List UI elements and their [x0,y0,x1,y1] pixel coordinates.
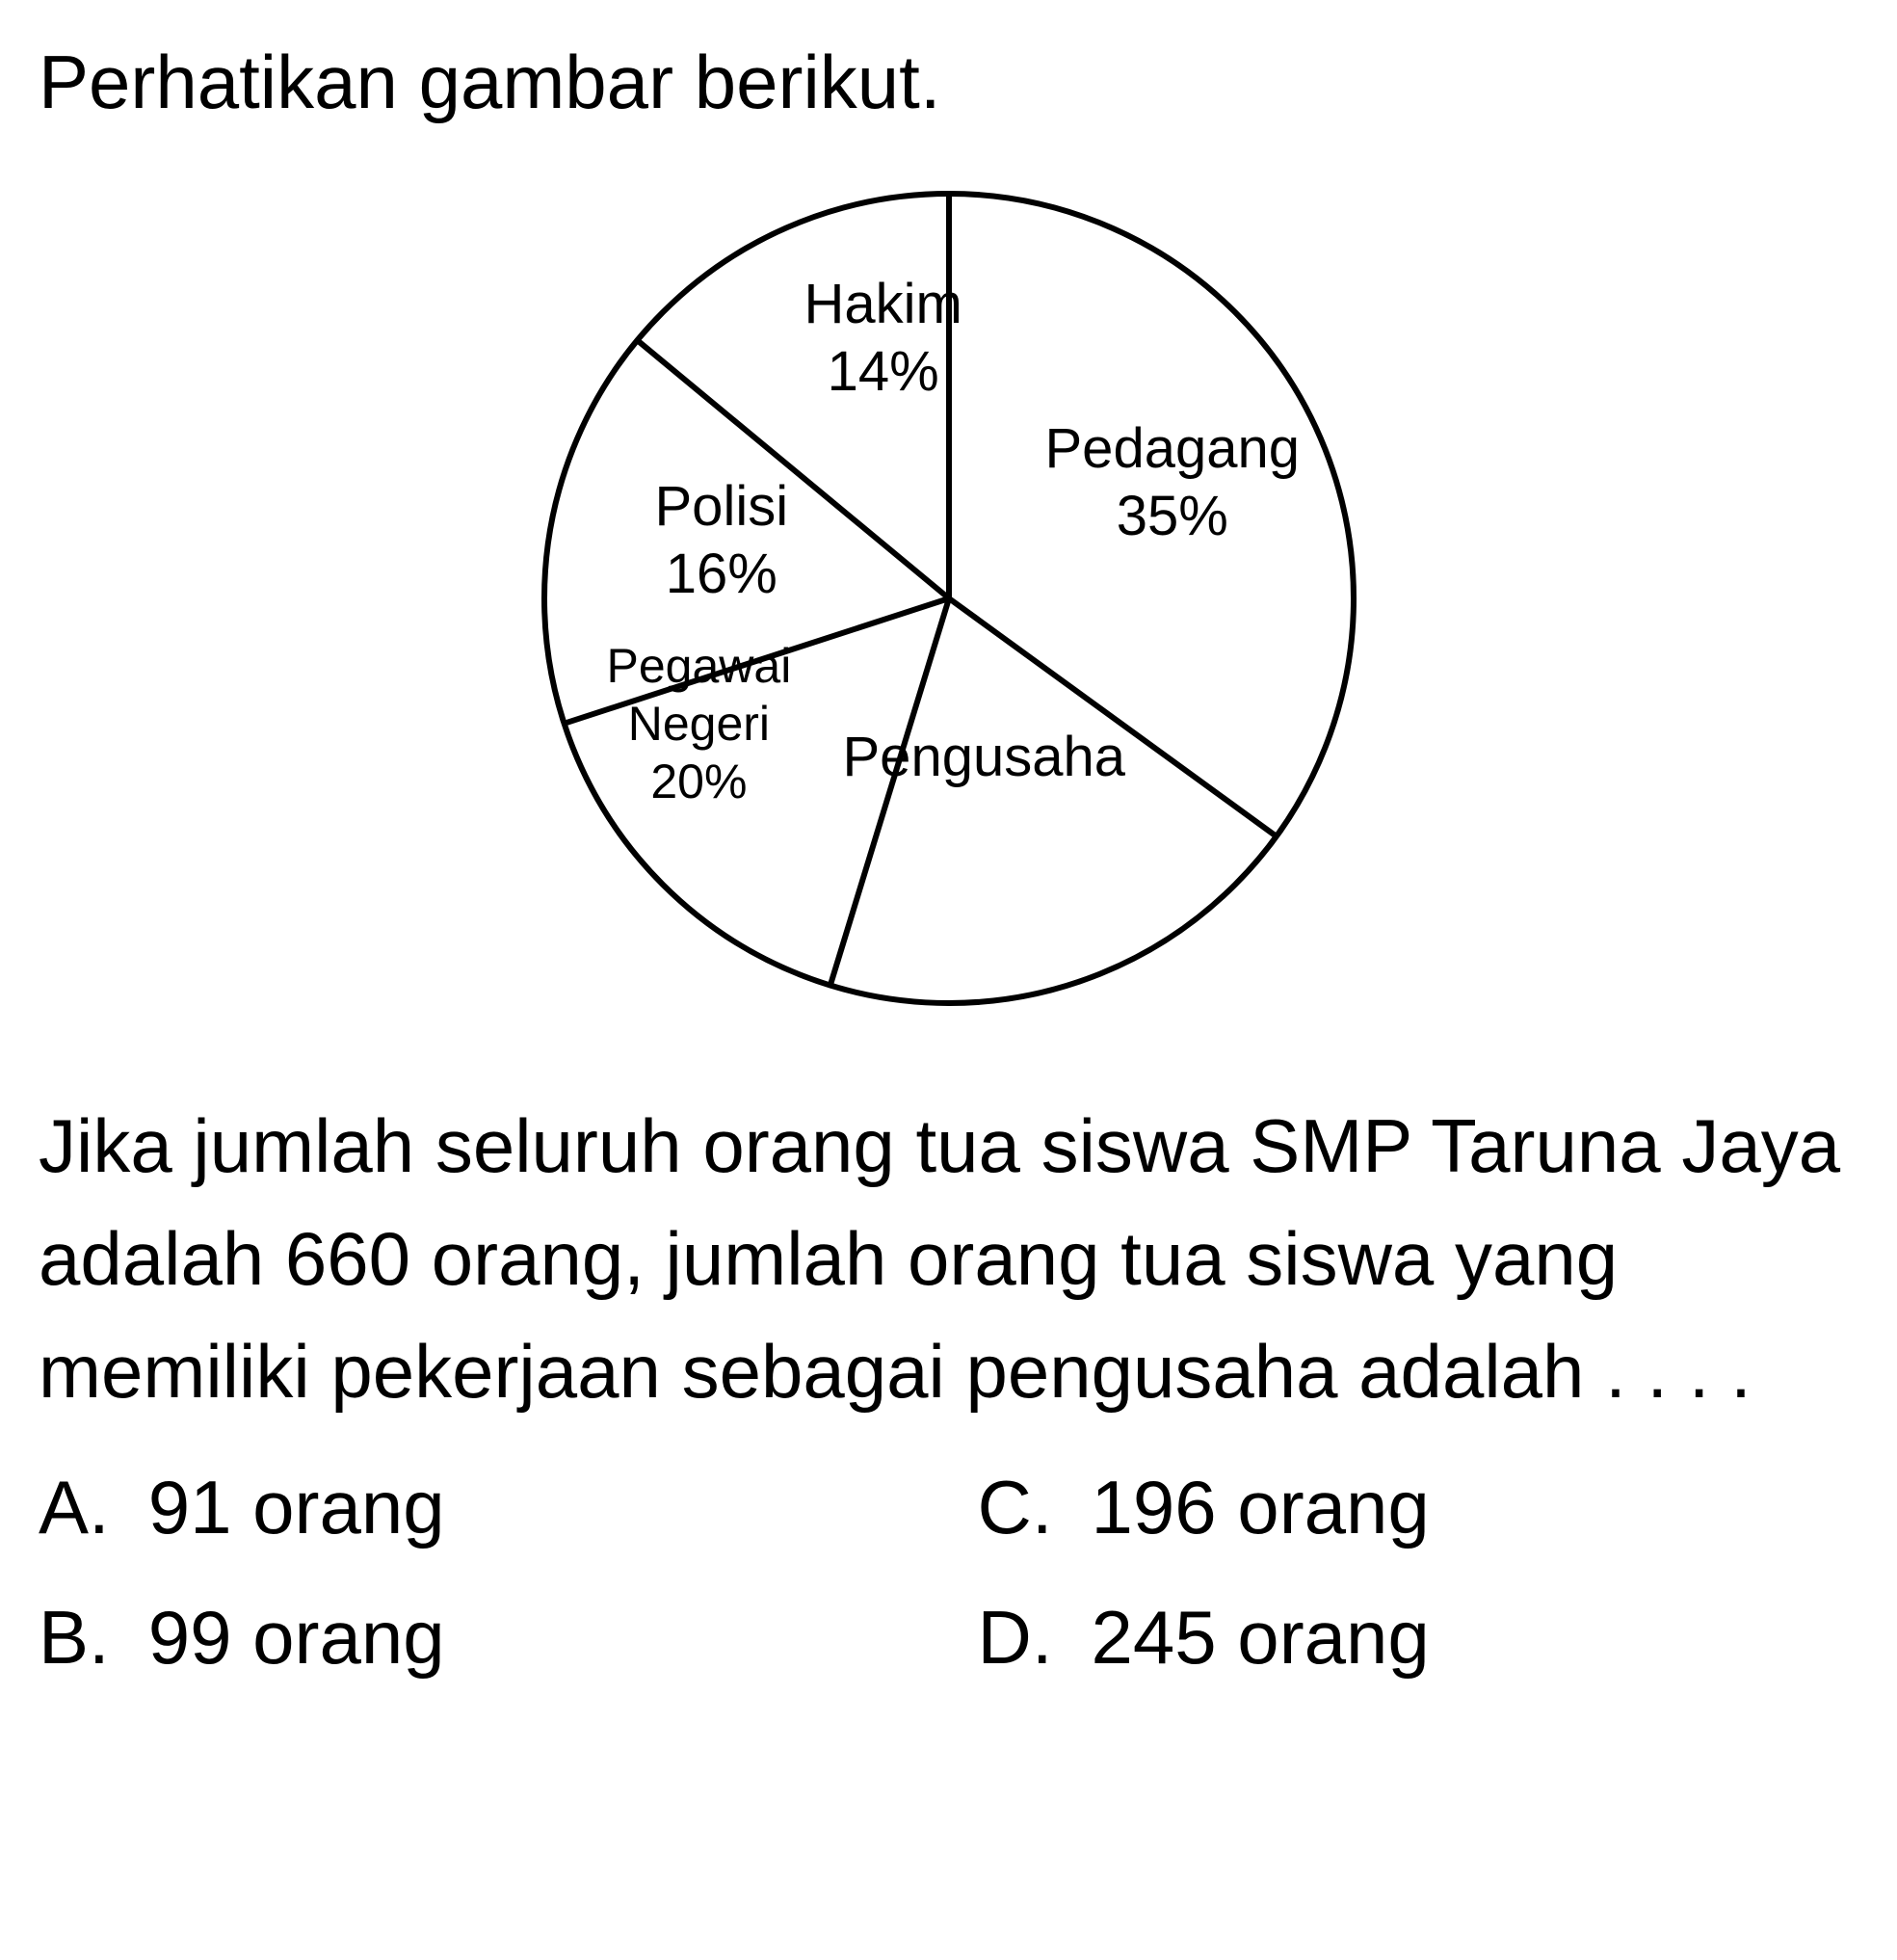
option-a-text: 91 orang [148,1447,445,1568]
option-b-text: 99 orang [148,1577,445,1698]
option-b-letter: B. [39,1577,110,1698]
instruction-title: Perhatikan gambar berikut. [39,39,1858,126]
question-text: Jika jumlah seluruh orang tua siswa SMP … [39,1090,1858,1428]
option-a[interactable]: A. 91 orang [39,1447,920,1568]
question-container: Perhatikan gambar berikut. [39,39,1858,1698]
label-hakim: Hakim 14% [804,271,962,405]
pegawai-line1: Pegawai [607,637,792,695]
label-polisi: Polisi 16% [655,473,789,607]
option-c-text: 196 orang [1092,1447,1430,1568]
pie-chart: Hakim 14% Pedagang 35% Polisi 16% Pegawa… [515,165,1383,1032]
option-a-letter: A. [39,1447,110,1568]
polisi-pct: 16% [655,541,789,608]
label-pengusaha: Pengusaha [843,724,1125,791]
polisi-name: Polisi [655,473,789,541]
label-pegawai: Pegawai Negeri 20% [607,637,792,810]
pegawai-pct: 20% [607,753,792,810]
pedagang-pct: 35% [1045,483,1300,550]
option-b[interactable]: B. 99 orang [39,1577,920,1698]
pengusaha-name: Pengusaha [843,724,1125,791]
option-c-letter: C. [978,1447,1053,1568]
pedagang-name: Pedagang [1045,415,1300,483]
pegawai-line2: Negeri [607,695,792,753]
option-d[interactable]: D. 245 orang [978,1577,1859,1698]
option-c[interactable]: C. 196 orang [978,1447,1859,1568]
divider-pengusaha-pedagang [949,598,1277,836]
divider-pegawai-pengusaha [830,598,948,986]
option-d-letter: D. [978,1577,1053,1698]
hakim-name: Hakim [804,271,962,338]
option-d-text: 245 orang [1092,1577,1430,1698]
hakim-pct: 14% [804,338,962,406]
chart-container: Hakim 14% Pedagang 35% Polisi 16% Pegawa… [39,165,1858,1032]
options-grid: A. 91 orang C. 196 orang B. 99 orang D. … [39,1447,1858,1698]
label-pedagang: Pedagang 35% [1045,415,1300,549]
